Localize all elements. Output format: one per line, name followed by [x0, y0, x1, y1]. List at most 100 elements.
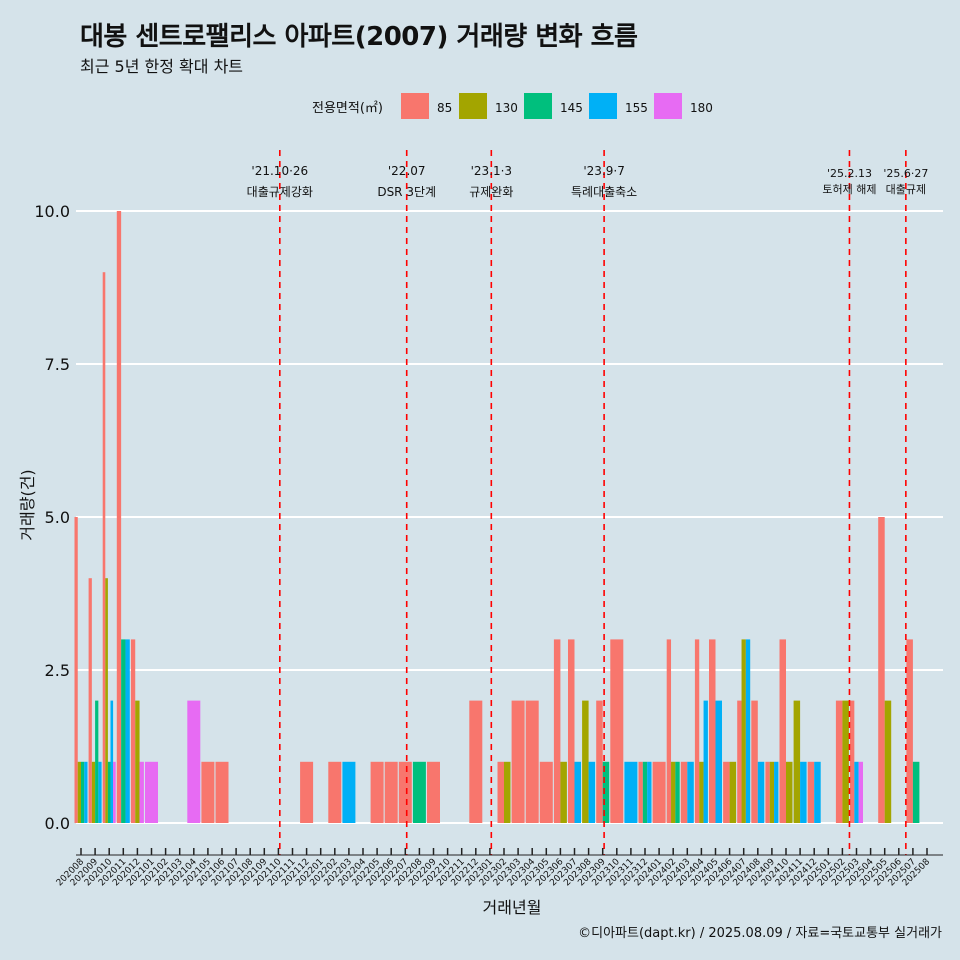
bar-202505-130 — [884, 700, 892, 823]
y-tick-label: 10.0 — [34, 202, 70, 221]
policy-label: 규제완화 — [469, 185, 513, 199]
bar-202010-155 — [110, 700, 114, 823]
policy-date: '23.1·3 — [471, 164, 512, 178]
policy-date: '22.07 — [388, 164, 426, 178]
bar-202209-85 — [427, 761, 440, 823]
bar-202011-155 — [125, 639, 130, 823]
y-tick-label: 7.5 — [45, 355, 70, 374]
bar-202402-130 — [671, 761, 676, 823]
bar-202012-85 — [130, 639, 136, 823]
bar-202406-130 — [729, 761, 737, 823]
y-tick-label: 0.0 — [45, 814, 70, 833]
bar-202306-130 — [560, 761, 567, 823]
bar-202404-130 — [699, 761, 704, 823]
bar-202101-180 — [145, 761, 158, 823]
bar-202311-155 — [624, 761, 638, 823]
policy-label: 대출규제 — [886, 183, 926, 196]
bar-202010-180 — [113, 761, 116, 823]
bar-202411-155 — [800, 761, 807, 823]
bar-202104-180 — [187, 700, 201, 823]
x-axis-title: 거래년월 — [483, 898, 542, 917]
legend-swatch-155 — [589, 93, 617, 119]
bar-202402-85 — [666, 639, 672, 823]
bar-202206-85 — [384, 761, 398, 823]
bar-202205-85 — [370, 761, 384, 823]
bar-202304-85 — [525, 700, 539, 823]
bar-202112-85 — [300, 761, 314, 823]
bar-202009-155 — [98, 761, 102, 823]
bar-202502-130 — [842, 700, 849, 823]
bar-202310-85 — [610, 639, 624, 823]
bar-202012-130 — [135, 700, 140, 823]
bar-202011-85 — [116, 211, 122, 823]
bar-202307-155 — [574, 761, 581, 823]
bar-202411-130 — [793, 700, 801, 823]
bar-202503-85 — [850, 700, 855, 823]
bar-202410-85 — [779, 639, 786, 823]
bar-202405-155 — [715, 700, 722, 823]
legend-label-130: 130 — [495, 101, 518, 115]
bar-202407-85 — [737, 700, 742, 823]
legend-swatch-180 — [654, 93, 682, 119]
bar-202312-85 — [638, 761, 643, 823]
bar-202309-85 — [596, 700, 603, 823]
bar-202312-155 — [647, 761, 652, 823]
y-tick-label: 2.5 — [45, 661, 70, 680]
bar-202409-130 — [769, 761, 775, 823]
bar-202010-145 — [107, 761, 111, 823]
bar-202308-155 — [588, 761, 596, 823]
policy-date: '25.6·27 — [883, 167, 928, 180]
bar-202403-85 — [680, 761, 688, 823]
bar-202203-155 — [342, 761, 356, 823]
legend-label-180: 180 — [690, 101, 713, 115]
legend-swatch-145 — [524, 93, 552, 119]
policy-date: '21.10·26 — [251, 164, 308, 178]
bar-202403-155 — [687, 761, 694, 823]
bar-202503-180 — [858, 761, 863, 823]
bar-202405-85 — [709, 639, 716, 823]
legend-label-155: 155 — [625, 101, 648, 115]
bar-202404-155 — [703, 700, 708, 823]
bar-202207-85 — [398, 761, 412, 823]
legend-swatch-85 — [401, 93, 429, 119]
bar-202307-85 — [568, 639, 575, 823]
bar-202008-130 — [77, 761, 81, 823]
bar-202507-85 — [906, 639, 913, 823]
bar-202409-85 — [765, 761, 770, 823]
chart-title: 대봉 센트로팰리스 아파트(2007) 거래량 변화 흐름 — [80, 22, 638, 52]
policy-label: 토허제 해제 — [822, 182, 876, 196]
bar-202409-155 — [774, 761, 779, 823]
bar-202212-85 — [469, 700, 483, 823]
bar-202012-180 — [139, 761, 144, 823]
bar-202008-145 — [81, 761, 85, 823]
bar-202407-130 — [741, 639, 746, 823]
bar-202202-85 — [328, 761, 342, 823]
bar-202303-85 — [511, 700, 525, 823]
legend-swatch-130 — [459, 93, 487, 119]
bar-202208-145 — [412, 761, 426, 823]
bar-202308-130 — [582, 700, 589, 823]
bar-202401-85 — [652, 761, 666, 823]
bar-202106-85 — [215, 761, 229, 823]
legend-title: 전용면적(㎡) — [312, 101, 383, 116]
bar-202008-85 — [74, 517, 78, 823]
bar-202011-145 — [121, 639, 126, 823]
bar-202008-155 — [84, 761, 88, 823]
y-axis-title: 거래량(건) — [18, 469, 37, 540]
bar-202507-145 — [912, 761, 920, 823]
bar-202412-155 — [814, 761, 821, 823]
policy-date: '25.2.13 — [827, 167, 872, 180]
bar-202505-85 — [878, 517, 885, 823]
bar-202502-85 — [835, 700, 843, 823]
legend-label-145: 145 — [560, 101, 583, 115]
bar-202010-85 — [102, 272, 106, 823]
policy-label: 특례대출축소 — [571, 185, 637, 199]
bar-202407-155 — [745, 639, 751, 823]
bar-202305-85 — [539, 761, 553, 823]
bar-202408-85 — [751, 700, 758, 823]
bar-202408-155 — [757, 761, 765, 823]
policy-label: 대출규제강화 — [247, 185, 313, 199]
bar-202302-130 — [504, 761, 511, 823]
